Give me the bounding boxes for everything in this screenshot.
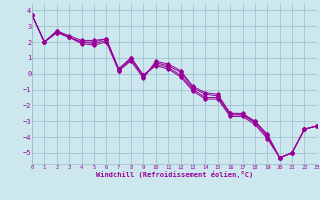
X-axis label: Windchill (Refroidissement éolien,°C): Windchill (Refroidissement éolien,°C) bbox=[96, 171, 253, 178]
